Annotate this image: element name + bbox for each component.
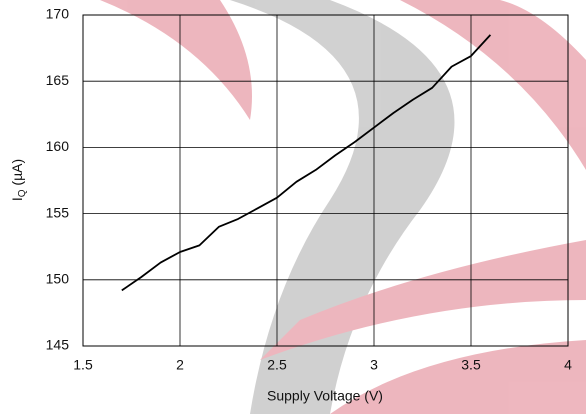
x-tick-label: 3.5 (461, 357, 481, 373)
y-tick-label: 170 (46, 6, 70, 22)
watermark (100, 0, 586, 414)
y-tick-label: 145 (46, 337, 70, 353)
y-tick-label: 165 (46, 72, 70, 88)
data-line (121, 34, 492, 292)
y-label-rest: (µA) (9, 159, 25, 190)
y-label-base: I (9, 197, 25, 201)
y-tick-label: 160 (46, 138, 70, 154)
y-label-sub: Q (17, 189, 28, 197)
x-tick-label: 2 (176, 357, 184, 373)
x-tick-label: 3 (370, 357, 378, 373)
y-tick-label: 150 (46, 271, 70, 287)
x-tick-label: 2.5 (267, 357, 287, 373)
x-tick-label: 4 (564, 357, 572, 373)
y-axis-label: IQ (µA) (9, 159, 28, 201)
x-axis-label: Supply Voltage (V) (267, 388, 383, 404)
y-tick-label: 155 (46, 204, 70, 220)
x-tick-label: 1.5 (73, 357, 93, 373)
